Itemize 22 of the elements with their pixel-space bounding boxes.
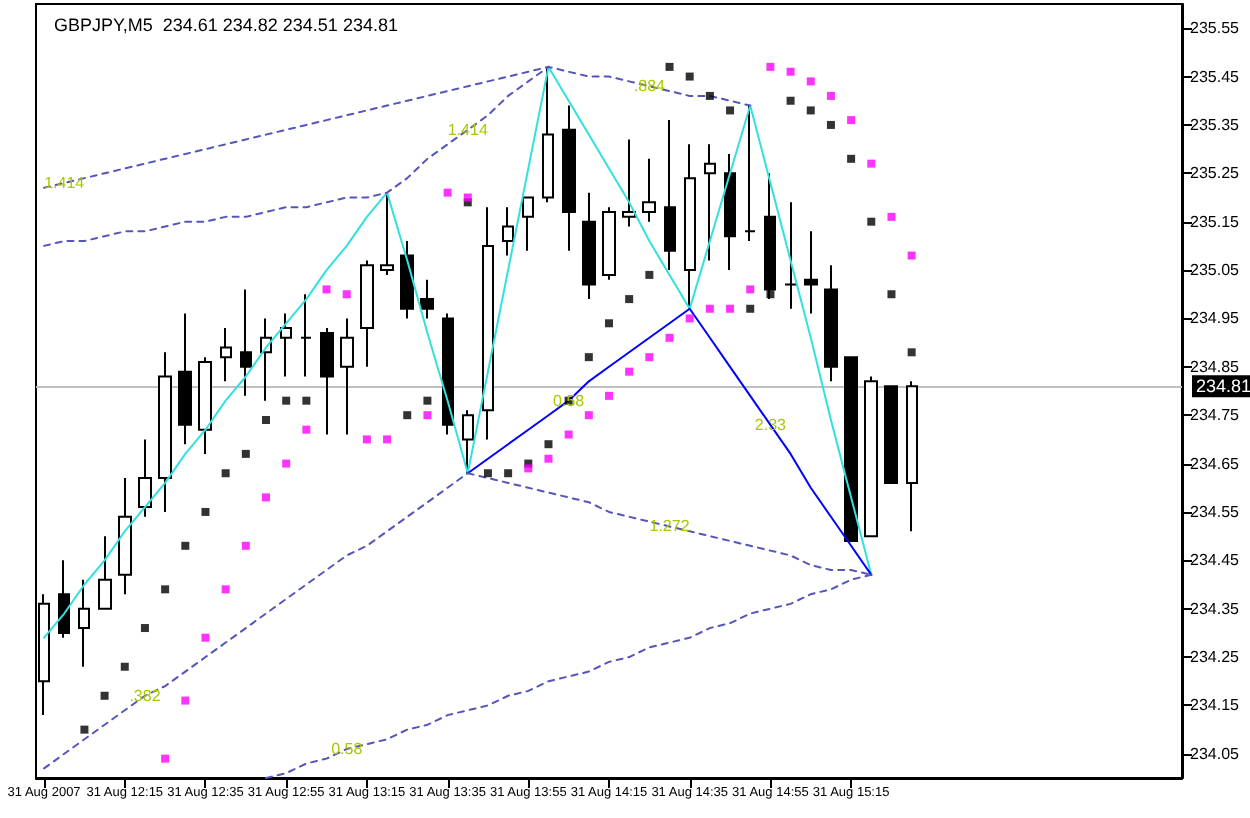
- y-tick-label: 235.05: [1190, 261, 1241, 280]
- y-tick-label: 234.65: [1190, 454, 1241, 473]
- y-tick-label: 234.75: [1190, 406, 1241, 425]
- annotation: 1.272: [649, 517, 691, 536]
- annotation: 0.58: [331, 739, 364, 758]
- y-tick-label: 234.25: [1190, 648, 1241, 667]
- y-tick-label: 235.55: [1190, 19, 1241, 38]
- y-tick-label: 234.35: [1190, 599, 1241, 618]
- y-tick-label: 234.85: [1190, 357, 1241, 376]
- y-tick-label: 235.15: [1190, 212, 1241, 231]
- y-tick-label: 235.25: [1190, 164, 1241, 183]
- y-tick-label: 234.55: [1190, 502, 1241, 521]
- y-tick-label: 235.35: [1190, 115, 1241, 134]
- annotation: 1.414: [447, 120, 489, 139]
- annotation: .382: [129, 686, 162, 705]
- text: GBPJPY,M5 234.61 234.82 234.51 234.81: [54, 15, 398, 35]
- ref-line-label: 234.81: [1196, 376, 1250, 397]
- y-tick-label: 234.95: [1190, 309, 1241, 328]
- y-tick-label: 234.15: [1190, 696, 1241, 715]
- y-tick-label: 234.45: [1190, 551, 1241, 570]
- y-tick-label: 235.45: [1190, 67, 1241, 86]
- y-tick-label: 234.05: [1190, 744, 1241, 763]
